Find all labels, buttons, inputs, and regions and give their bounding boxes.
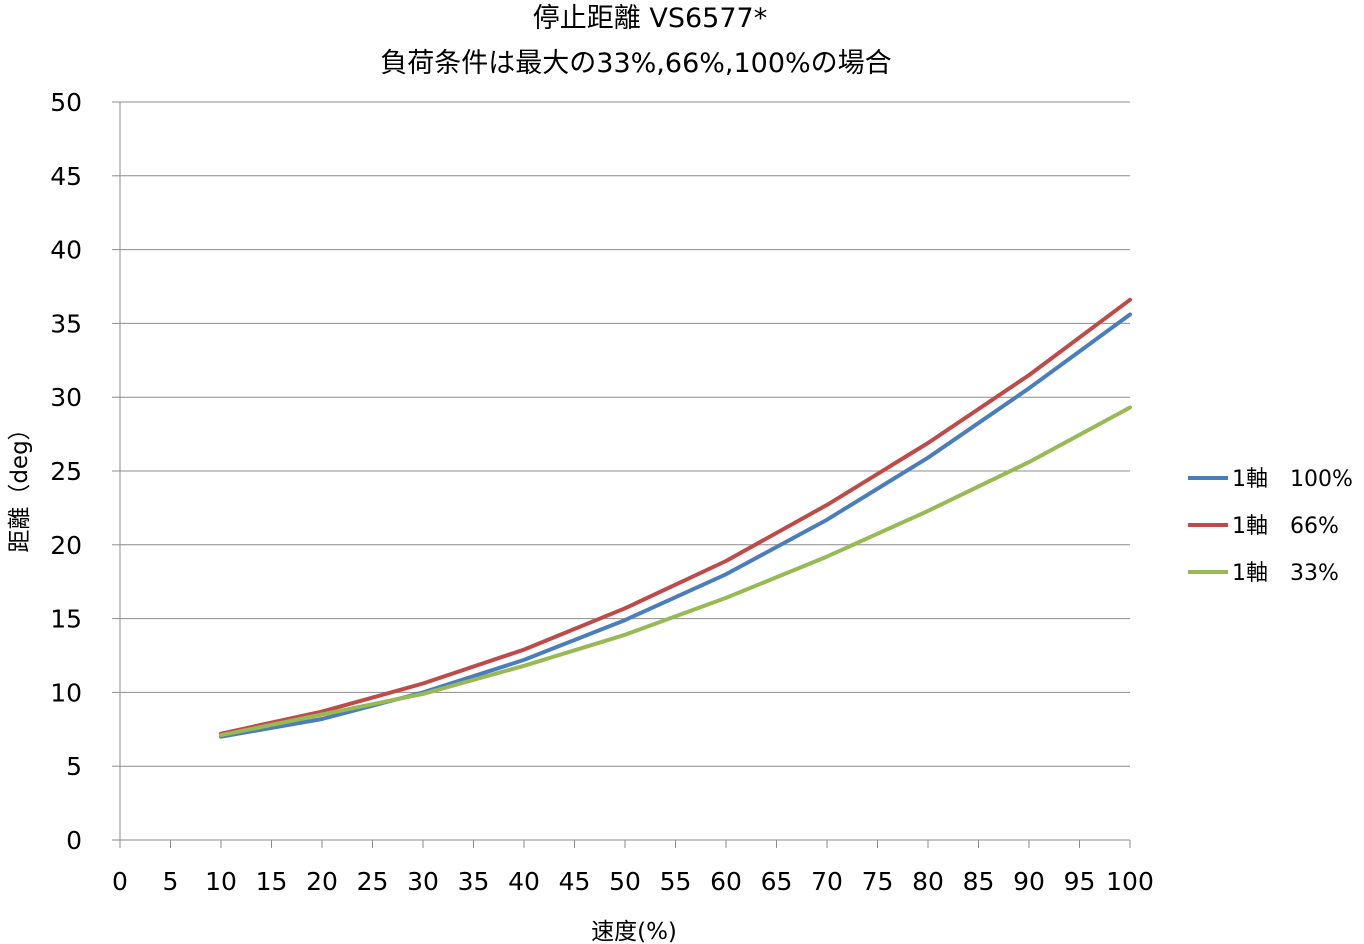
- y-tick-label: 10: [50, 678, 82, 707]
- x-tick-label: 30: [407, 867, 439, 896]
- x-tick-label: 25: [357, 867, 389, 896]
- chart-subtitle: 負荷条件は最大の33%,66%,100%の場合: [380, 48, 891, 79]
- x-tick-label: 100: [1106, 867, 1154, 896]
- x-tick-label: 60: [710, 867, 742, 896]
- x-tick-label: 80: [912, 867, 944, 896]
- y-tick-label: 40: [50, 236, 82, 265]
- y-tick-label: 50: [50, 88, 82, 117]
- y-tick-label: 25: [50, 457, 82, 486]
- grid-layer: [120, 101, 1130, 767]
- x-tick-label: 55: [660, 867, 692, 896]
- x-tick-label: 35: [458, 867, 490, 896]
- x-tick-label: 15: [256, 867, 288, 896]
- x-tick-label: 20: [306, 867, 338, 896]
- x-tick-label: 5: [163, 867, 179, 896]
- label-layer: 停止距離 VS6577* 負荷条件は最大の33%,66%,100%の場合 速度(…: [7, 3, 1154, 944]
- series-line-1: [219, 297, 1132, 736]
- x-tick-label: 0: [112, 867, 128, 896]
- y-tick-label: 30: [50, 383, 82, 412]
- axis-layer: [112, 101, 1131, 848]
- x-tick-label: 10: [205, 867, 237, 896]
- legend-label-0: 1軸 100%: [1232, 467, 1353, 492]
- y-tick-label: 5: [66, 752, 82, 781]
- x-axis-title: 速度(%): [591, 919, 677, 944]
- x-tick-label: 70: [811, 867, 843, 896]
- y-tick-label: 0: [66, 826, 82, 855]
- x-tick-label: 90: [1013, 867, 1045, 896]
- chart-title: 停止距離 VS6577*: [533, 3, 767, 34]
- x-tick-label: 40: [508, 867, 540, 896]
- x-tick-label: 45: [559, 867, 591, 896]
- x-tick-label: 65: [761, 867, 793, 896]
- y-axis-title: 距離（deg）: [7, 417, 33, 552]
- series-layer: [219, 297, 1132, 739]
- y-tick-label: 35: [50, 309, 82, 338]
- legend: 1軸 100% 1軸 66% 1軸 33%: [1188, 467, 1353, 586]
- legend-label-2: 1軸 33%: [1232, 561, 1339, 586]
- y-tick-label: 20: [50, 531, 82, 560]
- legend-label-1: 1軸 66%: [1232, 514, 1339, 539]
- x-tick-label: 85: [963, 867, 995, 896]
- x-tick-label: 50: [609, 867, 641, 896]
- y-tick-label: 15: [50, 605, 82, 634]
- x-tick-label: 95: [1064, 867, 1096, 896]
- series-line-2: [219, 405, 1132, 738]
- y-tick-label: 45: [50, 162, 82, 191]
- series-line-0: [219, 312, 1132, 739]
- x-tick-label: 75: [862, 867, 894, 896]
